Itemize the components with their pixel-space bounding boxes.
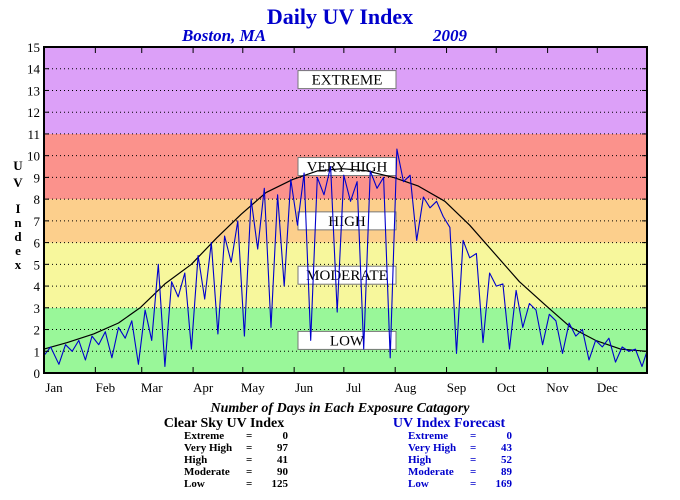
count-value: 43	[501, 442, 513, 454]
x-tick-label: Jul	[346, 380, 362, 395]
count-equals: =	[470, 454, 476, 466]
count-label: High	[408, 454, 431, 466]
y-tick-label: 8	[34, 192, 41, 207]
x-tick-label: Jun	[295, 380, 314, 395]
x-axis-ticks: Jan Feb Mar Apr May Jun Jul Aug Sep Oct Nov Dec	[43, 47, 618, 395]
count-equals: =	[470, 466, 476, 478]
plot-frame	[43, 46, 648, 374]
band-label: MODERATE	[306, 268, 388, 284]
band-label-box	[297, 70, 397, 90]
count-label: Very High	[408, 442, 456, 454]
y-tick-label: 10	[27, 149, 40, 164]
forecast-counts: Extreme = 0 Very High = 43 High = 52 Moderate = 89 L…	[408, 430, 513, 490]
count-value: 0	[283, 430, 289, 442]
y-tick-label: 2	[34, 323, 41, 338]
count-equals: =	[470, 442, 476, 454]
y-axis-label-char: n	[14, 215, 22, 230]
y-tick-label: 7	[34, 214, 41, 229]
y-tick-label: 6	[34, 236, 41, 251]
y-tick-label: 14	[27, 62, 41, 77]
clear-sky-line	[43, 168, 648, 352]
y-tick-label: 13	[27, 83, 40, 98]
x-tick-label: Jan	[45, 380, 63, 395]
y-tick-label: 0	[34, 366, 41, 381]
band-label-box	[297, 330, 397, 350]
count-value: 125	[272, 478, 289, 490]
x-tick-label: Oct	[497, 380, 516, 395]
y-tick-label: 12	[27, 105, 40, 120]
x-tick-label: Sep	[447, 380, 467, 395]
band-label-box	[297, 265, 397, 285]
x-tick-label: Apr	[193, 380, 214, 395]
y-tick-label: 4	[34, 279, 41, 294]
count-label: Low	[184, 478, 205, 490]
count-equals: =	[246, 454, 252, 466]
y-tick-label: 3	[34, 301, 41, 316]
forecast-line	[43, 148, 648, 368]
count-label: Extreme	[184, 430, 224, 442]
chart-title: Daily UV Index	[267, 4, 413, 29]
year-label: 2009	[432, 26, 468, 45]
y-axis-label-char: U	[13, 158, 23, 173]
y-axis-label-char: e	[15, 243, 21, 258]
series-lines	[43, 148, 648, 368]
count-value: 97	[277, 442, 289, 454]
y-tick-label: 9	[34, 170, 41, 185]
count-value: 89	[501, 466, 513, 478]
grid-lines	[44, 68, 647, 352]
count-equals: =	[470, 430, 476, 442]
count-equals: =	[246, 430, 252, 442]
clear-sky-heading: Clear Sky UV Index	[164, 416, 284, 431]
y-tick-label: 15	[27, 40, 40, 55]
count-equals: =	[470, 478, 476, 490]
count-label: High	[184, 454, 207, 466]
clear-sky-counts: Extreme = 0 Very High = 97 High = 41 Moderate = 90 L…	[184, 430, 289, 490]
y-tick-label: 11	[27, 127, 40, 142]
count-equals: =	[246, 442, 252, 454]
count-label: Low	[408, 478, 429, 490]
band-label: LOW	[330, 333, 365, 349]
y-tick-label: 1	[34, 344, 41, 359]
x-tick-label: Mar	[141, 380, 163, 395]
count-label: Extreme	[408, 430, 448, 442]
y-axis-label-char: d	[14, 229, 22, 244]
x-tick-label: Nov	[546, 380, 569, 395]
count-equals: =	[246, 478, 252, 490]
count-label: Very High	[184, 442, 232, 454]
forecast-heading: UV Index Forecast	[393, 416, 506, 431]
y-axis-label-char: I	[15, 201, 20, 216]
count-value: 0	[507, 430, 513, 442]
count-value: 41	[277, 454, 288, 466]
location-label: Boston, MA	[181, 26, 266, 45]
count-label: Moderate	[408, 466, 454, 478]
count-value: 52	[501, 454, 513, 466]
y-axis-label-char: V	[13, 175, 23, 190]
count-label: Moderate	[184, 466, 230, 478]
summary-caption: Number of Days in Each Exposure Catagory	[209, 401, 470, 416]
band-label: EXTREME	[312, 73, 383, 89]
y-axis-label-char: x	[15, 257, 22, 272]
y-tick-label: 5	[34, 257, 41, 272]
band-label: HIGH	[328, 214, 366, 230]
count-value: 169	[496, 478, 513, 490]
x-tick-label: Aug	[394, 380, 417, 395]
count-value: 90	[277, 466, 289, 478]
count-equals: =	[246, 466, 252, 478]
x-tick-label: Feb	[96, 380, 116, 395]
x-tick-label: Dec	[597, 380, 618, 395]
x-tick-label: May	[241, 380, 265, 395]
